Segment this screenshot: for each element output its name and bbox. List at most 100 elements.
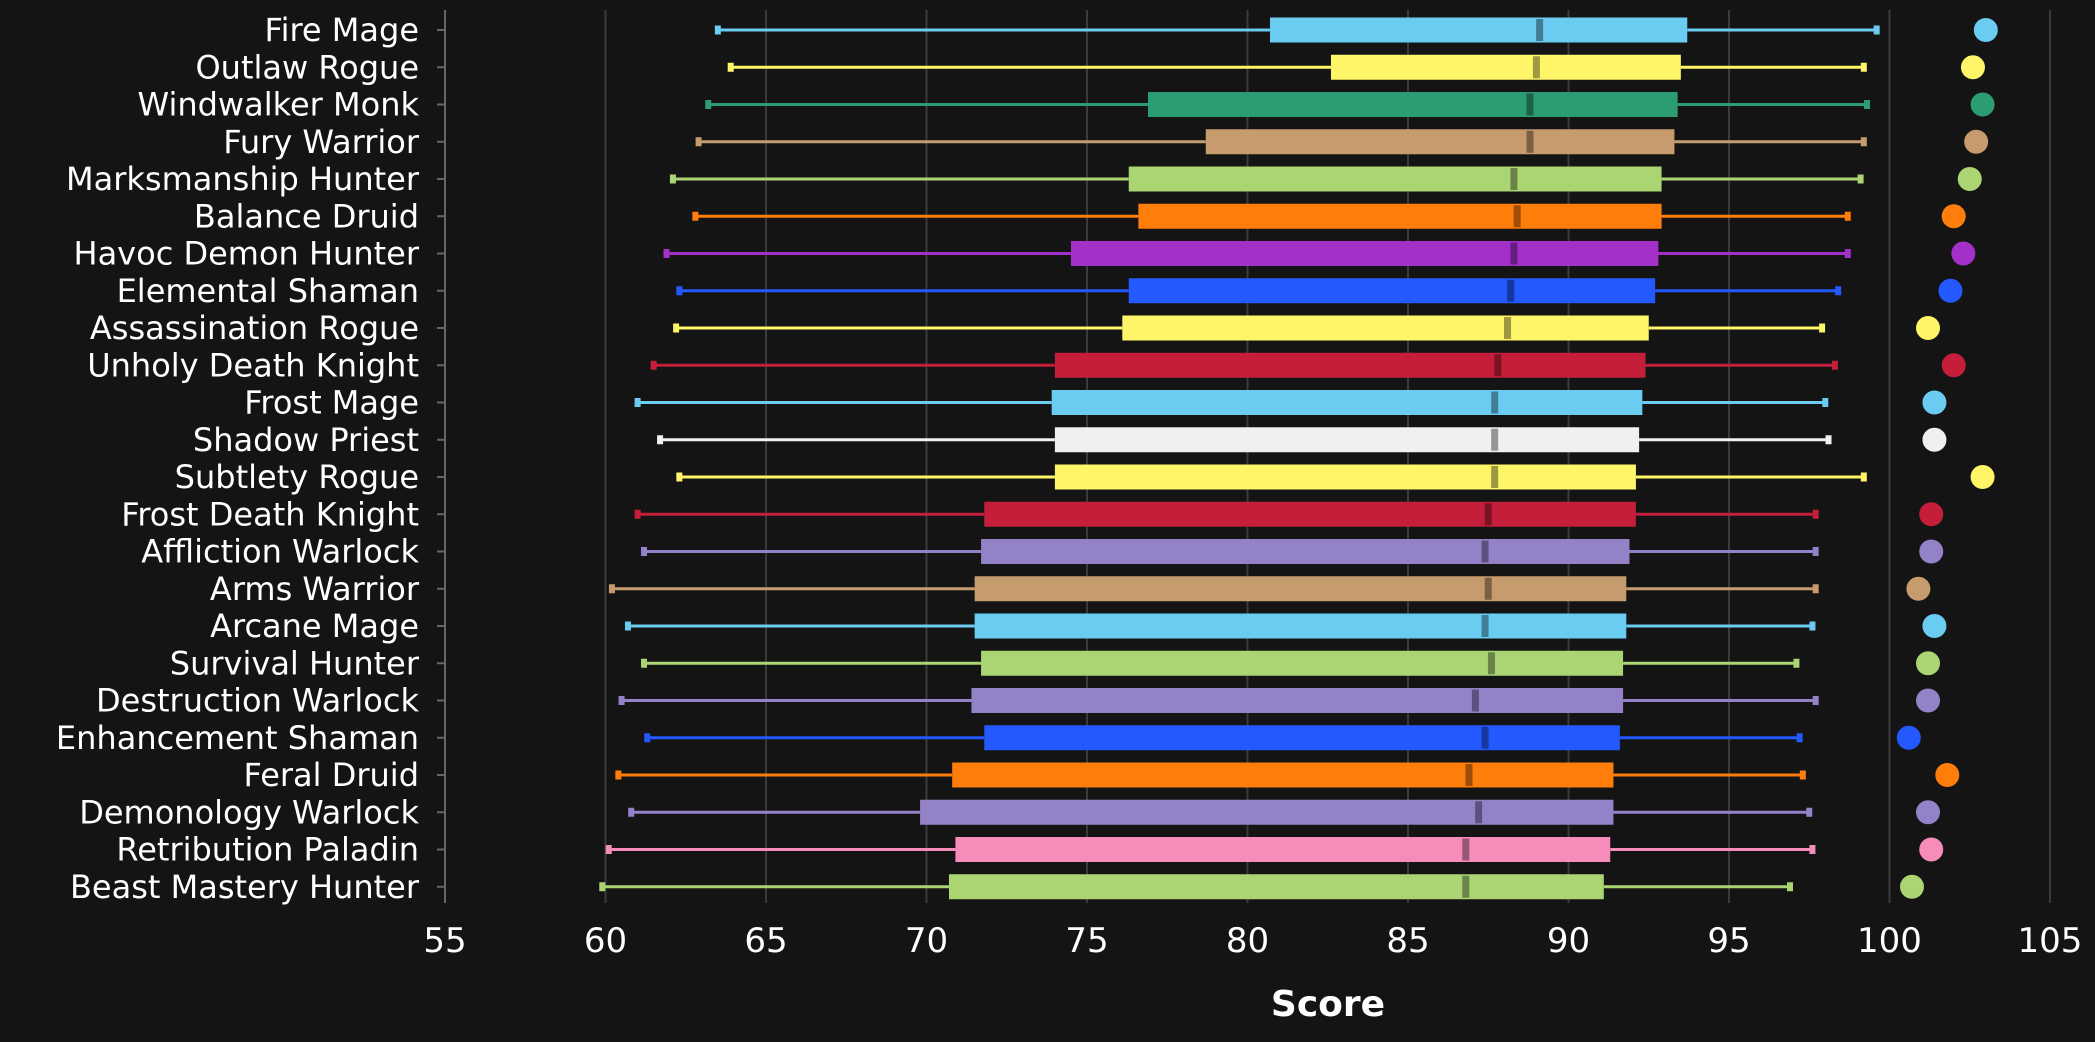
whisker-cap-min bbox=[605, 845, 612, 854]
median-marker bbox=[1465, 764, 1473, 786]
whisker-cap-max bbox=[1831, 360, 1838, 370]
box-group bbox=[644, 725, 1803, 751]
box bbox=[984, 501, 1636, 527]
box-group bbox=[663, 241, 1851, 266]
vertical-gridlines bbox=[604, 10, 2051, 903]
x-tick-label: 75 bbox=[1065, 921, 1108, 961]
median-marker bbox=[1484, 503, 1492, 526]
median-marker bbox=[1510, 242, 1518, 265]
whisker-cap-min bbox=[599, 882, 606, 892]
score-dot bbox=[1916, 651, 1941, 676]
median-marker bbox=[1487, 652, 1495, 675]
whisker-cap-max bbox=[1812, 584, 1819, 594]
whisker-cap-max bbox=[1860, 62, 1867, 72]
whisker-cap-max bbox=[1857, 174, 1864, 184]
whisker-cap-max bbox=[1796, 733, 1803, 743]
whisker-cap-min bbox=[634, 398, 641, 407]
box bbox=[920, 799, 1614, 825]
score-dot bbox=[1957, 167, 1982, 191]
box-group bbox=[618, 688, 1819, 713]
box-group bbox=[634, 390, 1829, 415]
whisker-cap-min bbox=[615, 770, 622, 780]
whisker-cap-min bbox=[669, 174, 676, 184]
score-dot bbox=[1970, 92, 1995, 117]
median-marker bbox=[1481, 540, 1489, 563]
median-marker bbox=[1481, 726, 1489, 749]
category-label: Frost Mage bbox=[244, 384, 419, 422]
whisker-cap-max bbox=[1809, 621, 1816, 631]
box bbox=[984, 725, 1620, 751]
median-marker bbox=[1491, 466, 1499, 488]
score-dot bbox=[1896, 725, 1921, 750]
score-dot bbox=[1906, 576, 1931, 601]
x-tick-label: 70 bbox=[905, 921, 948, 961]
box bbox=[1269, 17, 1688, 43]
score-dot bbox=[1935, 763, 1960, 787]
box-group bbox=[599, 874, 1793, 900]
whisker-cap-min bbox=[714, 25, 721, 35]
x-tick-label: 90 bbox=[1547, 921, 1590, 961]
score-axis: 55 60 65 70 75 80 85 90 95 100 105 bbox=[423, 921, 2082, 961]
box bbox=[971, 688, 1624, 713]
score-dot bbox=[1951, 241, 1976, 266]
category-label: Arcane Mage bbox=[210, 607, 419, 645]
box bbox=[981, 539, 1630, 564]
median-marker bbox=[1510, 168, 1518, 190]
median-marker bbox=[1504, 317, 1512, 339]
whisker-cap-max bbox=[1806, 807, 1813, 817]
box bbox=[1122, 315, 1649, 341]
category-label: Retribution Paladin bbox=[116, 831, 419, 869]
score-dot bbox=[1970, 465, 1995, 489]
score-dot bbox=[1973, 18, 1998, 42]
median-marker bbox=[1462, 838, 1470, 861]
box-group bbox=[650, 352, 1838, 378]
whisker-cap-min bbox=[695, 137, 702, 147]
median-marker bbox=[1491, 428, 1499, 451]
whisker-cap-min bbox=[624, 621, 631, 631]
whisker-cap-max bbox=[1799, 770, 1806, 780]
box-group bbox=[676, 278, 1842, 304]
box bbox=[1147, 92, 1678, 117]
x-tick-label: 105 bbox=[2018, 921, 2083, 961]
box-group bbox=[608, 576, 1819, 602]
box bbox=[1054, 427, 1640, 453]
whisker-cap-max bbox=[1844, 249, 1851, 258]
x-tick-label: 85 bbox=[1386, 921, 1429, 961]
whisker-cap-min bbox=[644, 733, 651, 743]
whisker-cap-max bbox=[1812, 696, 1819, 705]
box bbox=[981, 650, 1624, 676]
score-dot bbox=[1941, 353, 1966, 378]
box bbox=[1330, 54, 1681, 80]
whisker-cap-max bbox=[1844, 211, 1851, 221]
median-marker bbox=[1481, 615, 1489, 637]
median-marker bbox=[1526, 130, 1534, 153]
box bbox=[1054, 464, 1636, 490]
whisker-cap-max bbox=[1809, 845, 1816, 854]
box bbox=[1205, 129, 1675, 155]
score-dot bbox=[1960, 55, 1985, 80]
x-tick-label: 80 bbox=[1226, 921, 1269, 961]
box bbox=[955, 837, 1611, 862]
whisker-cap-min bbox=[650, 360, 657, 370]
whisker-cap-min bbox=[673, 323, 680, 333]
whisker-cap-min bbox=[608, 584, 615, 594]
box-group bbox=[628, 799, 1813, 825]
score-dot bbox=[1919, 837, 1944, 862]
x-tick-label: 55 bbox=[423, 921, 466, 961]
dot-series bbox=[1896, 18, 1998, 899]
score-dot bbox=[1916, 316, 1941, 340]
score-dot bbox=[1964, 129, 1989, 154]
whisker-cap-min bbox=[663, 249, 670, 258]
box-group bbox=[676, 464, 1867, 490]
box-group bbox=[692, 203, 1851, 229]
box bbox=[1138, 203, 1662, 229]
whisker-cap-min bbox=[676, 286, 683, 296]
box bbox=[1128, 278, 1656, 304]
category-label: Fury Warrior bbox=[223, 123, 420, 161]
score-dot bbox=[1922, 427, 1947, 452]
whisker-cap-min bbox=[657, 435, 664, 445]
whisker-cap-min bbox=[676, 472, 683, 482]
x-tick-label: 65 bbox=[744, 921, 787, 961]
category-label: Havoc Demon Hunter bbox=[74, 235, 420, 273]
median-marker bbox=[1536, 19, 1544, 41]
